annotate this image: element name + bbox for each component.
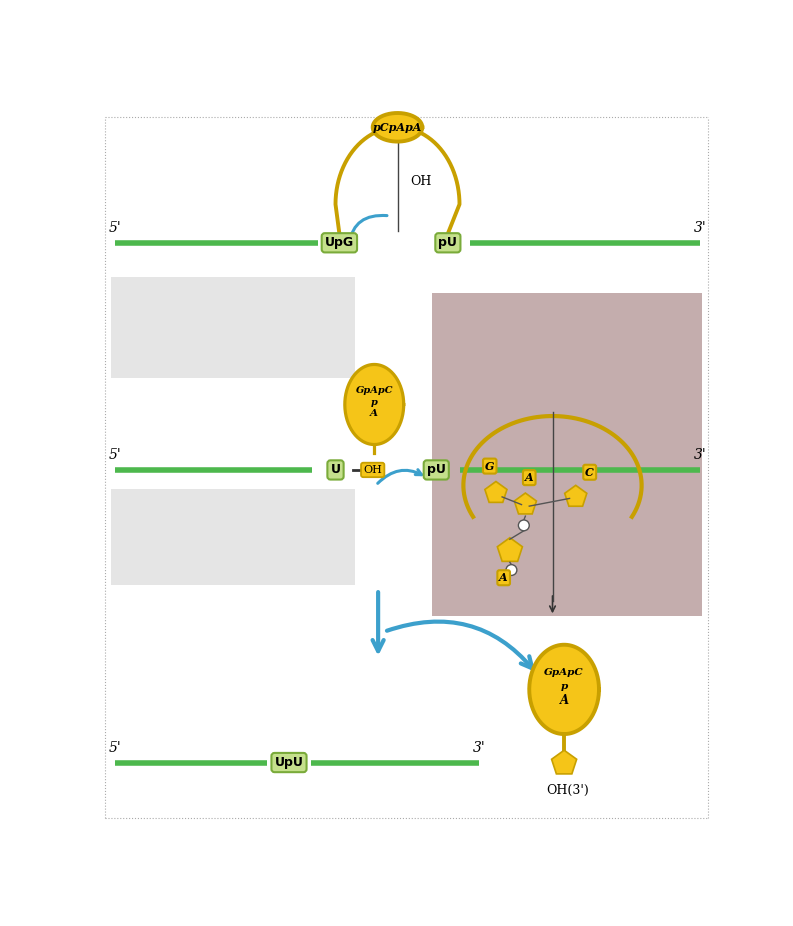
Text: 3': 3' (693, 448, 706, 462)
Text: A: A (525, 472, 534, 483)
Text: A: A (560, 694, 569, 707)
Text: 3': 3' (693, 221, 706, 235)
Text: pU: pU (427, 463, 446, 477)
Text: OH(3'): OH(3') (546, 784, 589, 797)
Text: GpApC: GpApC (544, 668, 584, 677)
Polygon shape (515, 493, 536, 514)
Text: G: G (485, 460, 495, 471)
Text: U: U (331, 463, 340, 477)
Bar (111, 489, 355, 585)
Polygon shape (497, 538, 523, 561)
Polygon shape (565, 485, 587, 507)
Text: 3': 3' (473, 741, 485, 755)
Text: GpApC: GpApC (355, 386, 393, 395)
Text: 5': 5' (109, 741, 121, 755)
Polygon shape (345, 365, 404, 444)
Text: OH: OH (363, 465, 382, 475)
Circle shape (506, 565, 517, 575)
Polygon shape (373, 113, 423, 142)
Text: pCpApA: pCpApA (373, 122, 422, 132)
Text: UpG: UpG (325, 236, 354, 249)
Polygon shape (529, 644, 599, 734)
Polygon shape (552, 750, 577, 774)
Polygon shape (485, 482, 507, 503)
Text: A: A (500, 572, 508, 583)
Text: p: p (371, 397, 377, 407)
Text: 5': 5' (109, 448, 121, 462)
Text: C: C (585, 467, 594, 478)
Text: UpU: UpU (274, 756, 304, 769)
Bar (432, 293, 702, 616)
Text: 5': 5' (109, 221, 121, 235)
Text: pU: pU (439, 236, 458, 249)
Bar (111, 278, 355, 378)
Text: p: p (561, 682, 568, 691)
Circle shape (519, 520, 529, 531)
Text: OH: OH (410, 175, 431, 188)
Text: A: A (370, 409, 378, 419)
